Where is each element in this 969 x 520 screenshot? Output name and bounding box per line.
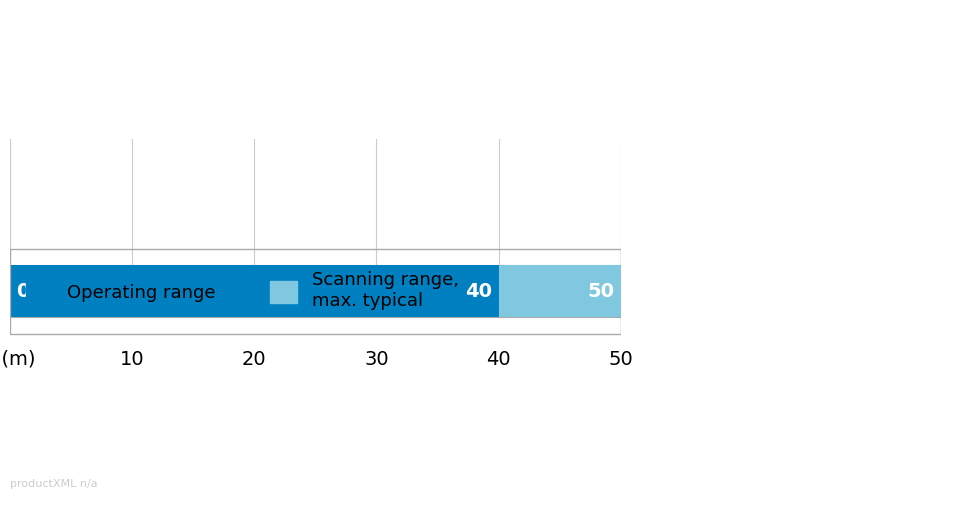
Text: 40: 40: [465, 282, 492, 301]
Bar: [498, 265, 620, 317]
Text: 0: 0: [16, 282, 29, 301]
Text: 50: 50: [587, 282, 614, 301]
Text: productXML n/a: productXML n/a: [10, 479, 97, 489]
Bar: [10, 265, 498, 317]
Legend: Operating range, Scanning range,
max. typical: Operating range, Scanning range, max. ty…: [18, 264, 465, 317]
Bar: [10, 249, 620, 334]
